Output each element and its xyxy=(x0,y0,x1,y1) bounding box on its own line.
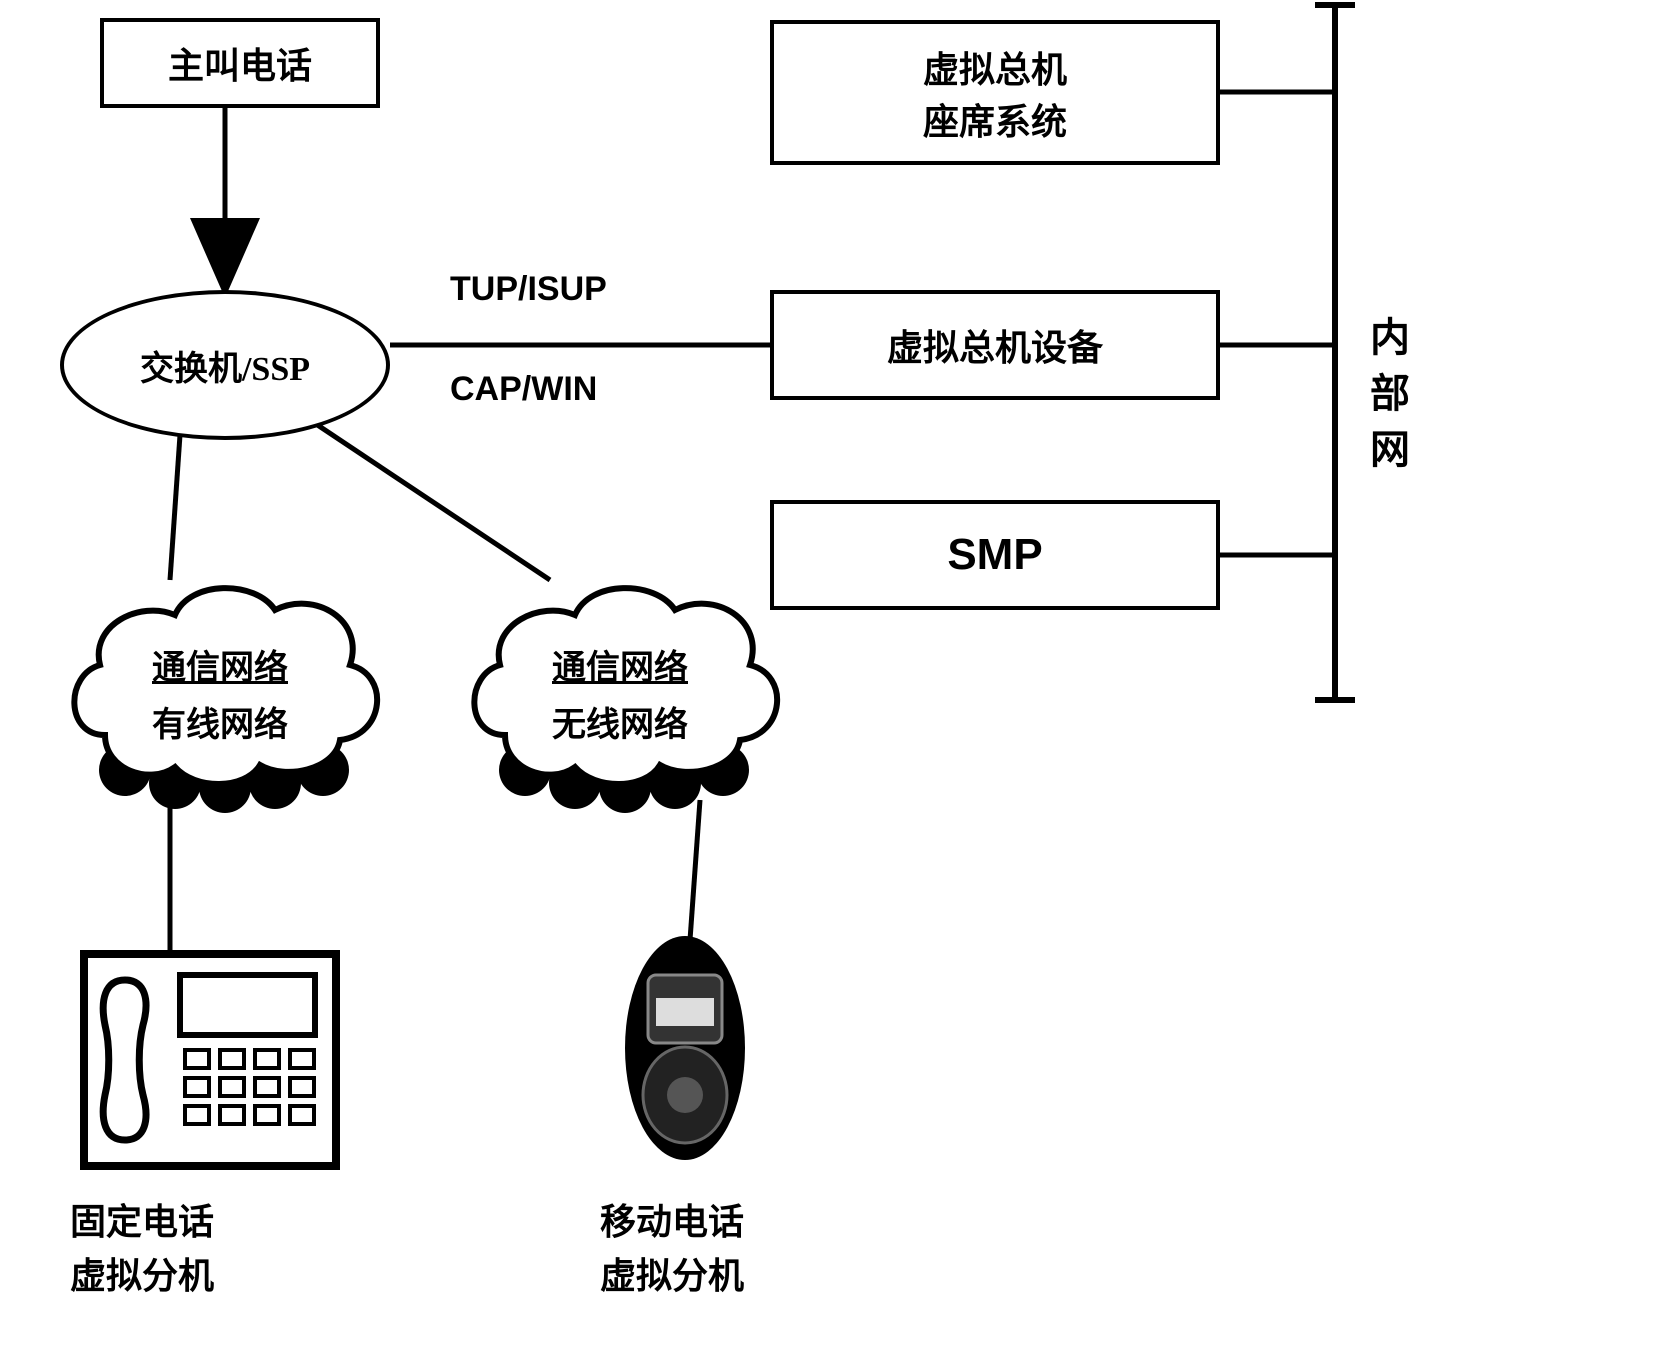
cloud-wired-subtitle: 有线网络 xyxy=(105,697,335,746)
node-smp: SMP xyxy=(770,500,1220,610)
calling-phone-label: 主叫电话 xyxy=(168,37,312,89)
mobile-phone-line2: 虚拟分机 xyxy=(600,1249,744,1303)
vpbx-device-label: 虚拟总机设备 xyxy=(887,319,1103,371)
vpbx-seat-line1: 虚拟总机 xyxy=(923,41,1067,93)
node-calling-phone: 主叫电话 xyxy=(100,18,380,108)
intranet-char1: 内 xyxy=(1370,310,1410,366)
edge-label-cap: CAP/WIN xyxy=(450,370,597,409)
intranet-char2: 部 xyxy=(1370,366,1410,422)
fixed-phone-line2: 虚拟分机 xyxy=(70,1249,214,1303)
cloud-wireless-text: 通信网络 无线网络 xyxy=(505,640,735,746)
fixed-phone-line1: 固定电话 xyxy=(70,1195,214,1249)
edge-wireless-mobile xyxy=(690,800,700,940)
fixed-phone-label: 固定电话 虚拟分机 xyxy=(70,1195,214,1303)
mobile-icon xyxy=(620,930,750,1165)
mobile-phone-label: 移动电话 虚拟分机 xyxy=(600,1195,744,1303)
node-switch-ssp: 交换机/SSP xyxy=(60,290,390,440)
mobile-phone-line1: 移动电话 xyxy=(600,1195,744,1249)
deskphone-icon xyxy=(80,950,340,1170)
intranet-char3: 网 xyxy=(1370,422,1410,478)
node-vpbx-seat: 虚拟总机 座席系统 xyxy=(770,20,1220,165)
cloud-wired-title: 通信网络 xyxy=(105,640,335,689)
vpbx-seat-line2: 座席系统 xyxy=(923,93,1067,145)
intranet-label: 内 部 网 xyxy=(1370,310,1410,478)
cloud-wireless-subtitle: 无线网络 xyxy=(505,697,735,746)
node-vpbx-device: 虚拟总机设备 xyxy=(770,290,1220,400)
smp-label: SMP xyxy=(947,530,1042,580)
cloud-wired-text: 通信网络 有线网络 xyxy=(105,640,335,746)
edge-label-tup: TUP/ISUP xyxy=(450,270,607,309)
switch-ssp-label: 交换机/SSP xyxy=(140,341,310,390)
cloud-wireless-title: 通信网络 xyxy=(505,640,735,689)
